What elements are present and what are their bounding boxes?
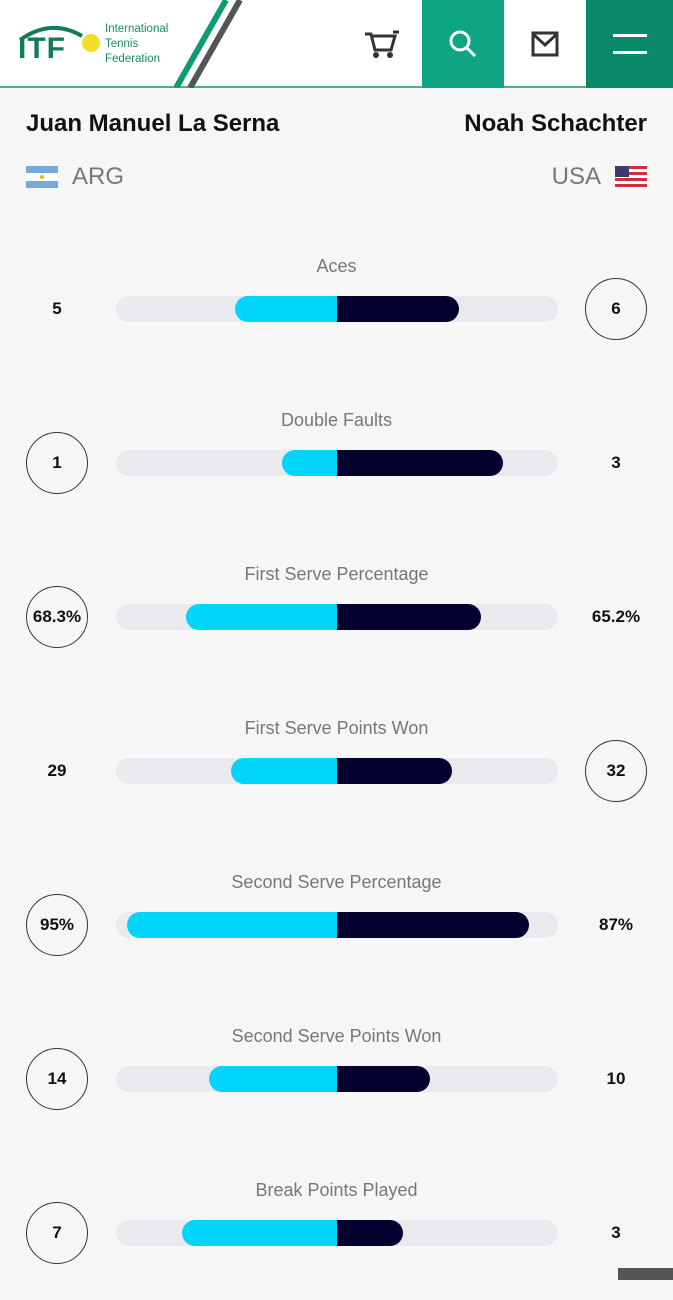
stat-label: Second Serve Points Won [231, 1026, 442, 1046]
mail-icon [531, 31, 559, 57]
right-value: 32 [585, 740, 647, 802]
left-value: 68.3% [26, 586, 88, 648]
stat-row: Double Faults 1 3 [0, 410, 673, 530]
right-value: 3 [611, 1223, 621, 1242]
right-value: 6 [585, 278, 647, 340]
left-bar-fill [209, 1066, 337, 1092]
stat-bar [116, 758, 558, 784]
usa-flag-icon [615, 166, 647, 188]
right-value: 10 [606, 1069, 626, 1088]
stat-row: Second Serve Percentage 95% 87% [0, 872, 673, 992]
left-bar-fill [127, 912, 337, 938]
stat-label: Second Serve Percentage [231, 872, 442, 892]
stat-label: Aces [316, 256, 357, 276]
itf-logo[interactable]: ITF International Tennis Federation [16, 22, 186, 72]
left-player-name[interactable]: Juan Manuel La Serna [26, 110, 280, 137]
logo-line: Federation [105, 53, 160, 65]
right-bar-fill [337, 604, 481, 630]
stat-bar [116, 912, 558, 938]
right-value: 87% [598, 915, 634, 934]
right-player-name[interactable]: Noah Schachter [464, 110, 647, 137]
left-bar-fill [282, 450, 337, 476]
cart-button[interactable] [340, 0, 422, 88]
right-value: 65.2% [591, 607, 641, 626]
right-bar-fill [337, 1220, 403, 1246]
scrollbar[interactable] [618, 1268, 673, 1280]
stat-row: Break Points Played 7 3 [0, 1180, 673, 1300]
left-value: 14 [26, 1048, 88, 1110]
stat-bar [116, 296, 558, 322]
left-value: 95% [26, 894, 88, 956]
header: ITF International Tennis Federation [0, 0, 673, 88]
left-value: 5 [52, 299, 62, 318]
stat-row: Second Serve Points Won 14 10 [0, 1026, 673, 1146]
stat-row: First Serve Points Won 29 32 [0, 718, 673, 838]
left-value: 7 [26, 1202, 88, 1264]
logo-line: Tennis [105, 38, 139, 50]
left-bar-fill [235, 296, 337, 322]
search-icon [449, 30, 477, 58]
mail-button[interactable] [504, 0, 586, 88]
decorative-stripes [173, 0, 243, 88]
logo-line: International [105, 23, 169, 35]
stat-row: First Serve Percentage 68.3% 65.2% [0, 564, 673, 684]
stat-bar [116, 1220, 558, 1246]
stat-label: Double Faults [280, 410, 393, 430]
right-bar-fill [337, 296, 459, 322]
right-bar-fill [337, 1066, 430, 1092]
stat-bar [116, 450, 558, 476]
right-country: USA [551, 163, 601, 190]
stat-bar [116, 1066, 558, 1092]
menu-icon [612, 34, 647, 54]
stat-bar [116, 604, 558, 630]
right-bar-fill [337, 758, 452, 784]
left-bar-fill [182, 1220, 337, 1246]
search-button[interactable] [422, 0, 504, 88]
left-country: ARG [72, 163, 125, 190]
left-bar-fill [231, 758, 337, 784]
stat-label: First Serve Percentage [244, 564, 429, 584]
left-value: 1 [26, 432, 88, 494]
right-bar-fill [337, 450, 503, 476]
cart-icon [365, 30, 399, 58]
stat-label: First Serve Points Won [244, 718, 429, 738]
argentina-flag-icon [26, 166, 58, 188]
right-bar-fill [337, 912, 529, 938]
stat-row: Aces 5 6 [0, 256, 673, 376]
left-bar-fill [186, 604, 337, 630]
menu-button[interactable] [586, 0, 673, 88]
stat-label: Break Points Played [255, 1180, 418, 1200]
right-value: 3 [611, 453, 621, 472]
tennis-ball-icon [82, 34, 100, 52]
left-value: 29 [47, 761, 67, 780]
logo-abbr: ITF [18, 32, 66, 65]
